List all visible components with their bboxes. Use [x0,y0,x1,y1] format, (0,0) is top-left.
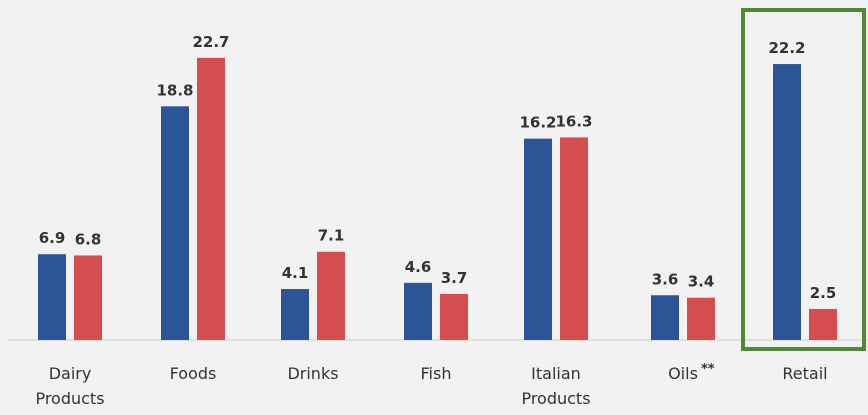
category-label-3: Drinks [287,364,338,383]
data-label-2-3: 7.1 [318,227,345,245]
bar-1-6 [651,295,679,340]
data-label-1-6: 3.6 [652,270,679,288]
bar-2-1 [74,255,102,340]
category-label-2: Foods [170,364,217,383]
data-label-1-4: 4.6 [405,258,432,276]
bar-1-1 [38,254,66,340]
data-label-2-6: 3.4 [688,273,715,291]
bar-1-4 [404,282,432,340]
data-label-1-7: 22.2 [768,39,805,57]
category-label-4: Fish [421,364,452,383]
data-label-2-7: 2.5 [810,284,837,302]
bar-2-2 [197,57,225,341]
bar-2-4 [440,294,468,340]
data-label-1-2: 18.8 [156,81,193,99]
bar-1-7 [773,64,801,340]
data-label-2-2: 22.7 [192,33,229,51]
bar-2-7 [809,308,837,340]
data-label-1-3: 4.1 [282,264,309,282]
category-label-1-line-1: Dairy [49,364,92,383]
bar-2-5 [560,137,588,340]
bar-1-5 [524,138,552,340]
data-label-2-5: 16.3 [555,112,592,130]
category-label-7: Retail [782,364,827,383]
data-label-1-1: 6.9 [39,229,66,247]
category-label-5-line-2: Products [521,389,590,408]
bar-2-6 [687,297,715,340]
bar-1-3 [281,289,309,340]
bar-2-3 [317,251,345,340]
category-label-6: Oils [668,364,698,383]
category-label-1-line-2: Products [35,389,104,408]
highlight-box [741,8,866,351]
bar-1-2 [161,106,189,340]
data-label-2-4: 3.7 [441,269,468,287]
category-label-5-line-1: Italian [531,364,581,383]
data-label-1-5: 16.2 [519,114,556,132]
data-label-2-1: 6.8 [75,230,102,248]
category-footnote-mark-6: ** [701,362,715,377]
